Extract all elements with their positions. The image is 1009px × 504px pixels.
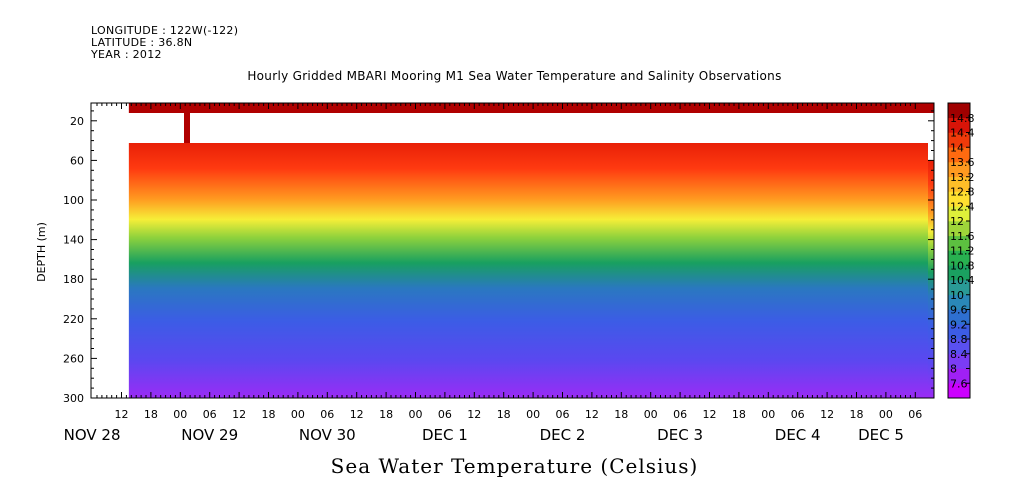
- plot-frame: [90, 102, 935, 399]
- x-hour-label: 00: [291, 408, 305, 421]
- colorbar-label: 10: [950, 289, 964, 302]
- x-hour-label: 06: [673, 408, 687, 421]
- x-hour-label: 00: [879, 408, 893, 421]
- colorbar-label: 14.4: [950, 127, 975, 140]
- x-day-label: DEC 4: [775, 426, 821, 444]
- colorbar-swatch: [948, 309, 970, 325]
- colorbar: 7.68 8.4 8.8 9.29.6 10 10.4 10.811.2 11.6 12 12.4…: [947, 102, 975, 399]
- latitude-label: LATITUDE : 36.8N: [91, 36, 193, 49]
- y-tick-label: 20: [70, 115, 84, 128]
- x-hour-label: 00: [409, 408, 423, 421]
- colorbar-label: 13.6: [950, 156, 975, 169]
- colorbar-swatch: [948, 324, 970, 340]
- chart-title: Hourly Gridded MBARI Mooring M1 Sea Wate…: [247, 69, 782, 83]
- x-hour-label: 18: [732, 408, 746, 421]
- x-hour-label: 06: [791, 408, 805, 421]
- x-hour-label: 12: [350, 408, 364, 421]
- surface-spike: [184, 103, 190, 143]
- colorbar-label: 8.4: [950, 348, 968, 361]
- x-hour-label: 12: [703, 408, 717, 421]
- x-day-label: DEC 5: [858, 426, 904, 444]
- colorbar-label: 10.8: [950, 259, 975, 272]
- colorbar-label: 8.8: [950, 333, 968, 346]
- y-tick-label: 140: [63, 234, 84, 247]
- surface-band: [128, 103, 934, 113]
- x-hour-label: 06: [320, 408, 334, 421]
- x-hour-label: 06: [438, 408, 452, 421]
- colorbar-swatch: [948, 191, 970, 207]
- year-label: YEAR : 2012: [91, 48, 162, 61]
- y-tick-label: 220: [63, 313, 84, 326]
- colorbar-swatch: [948, 339, 970, 355]
- x-hour-label: 00: [526, 408, 540, 421]
- x-hour-label: 18: [379, 408, 393, 421]
- colorbar-swatch: [948, 176, 970, 192]
- colorbar-label: 9.2: [950, 318, 968, 331]
- colorbar-label: 12: [950, 215, 964, 228]
- colorbar-label: 13.2: [950, 171, 975, 184]
- x-hour-label: 18: [144, 408, 158, 421]
- plot-area: [128, 103, 934, 398]
- colorbar-label: 12.4: [950, 200, 975, 213]
- y-tick-label: 260: [63, 352, 84, 365]
- x-hour-label: 00: [761, 408, 775, 421]
- x-hour-label: 12: [232, 408, 246, 421]
- x-day-label: NOV 29: [181, 426, 238, 444]
- x-day-label: DEC 2: [540, 426, 586, 444]
- colorbar-swatch: [948, 280, 970, 296]
- colorbar-label: 11.6: [950, 230, 975, 243]
- x-hour-label: 18: [497, 408, 511, 421]
- x-hour-label: 12: [820, 408, 834, 421]
- x-hour-label: 18: [614, 408, 628, 421]
- x-hour-label: 12: [115, 408, 129, 421]
- colorbar-swatch: [948, 294, 970, 310]
- colorbar-swatch: [948, 221, 970, 237]
- colorbar-label: 14.8: [950, 112, 975, 125]
- colorbar-label: 9.6: [950, 304, 968, 317]
- colorbar-swatch: [948, 383, 970, 399]
- x-hour-label: 18: [262, 408, 276, 421]
- temperature-field: [128, 143, 929, 398]
- colorbar-label: 10.4: [950, 274, 975, 287]
- colorbar-swatch: [948, 162, 970, 178]
- colorbar-label: 7.6: [950, 377, 968, 390]
- colorbar-swatch: [948, 353, 970, 369]
- x-hour-label: 18: [850, 408, 864, 421]
- y-axis: 20 60 100 140 180 220 260 300: [63, 110, 934, 405]
- colorbar-swatch: [948, 103, 970, 119]
- colorbar-swatch: [948, 368, 970, 384]
- colorbar-swatch: [948, 250, 970, 266]
- x-day-label: DEC 3: [657, 426, 703, 444]
- colorbar-swatch: [948, 235, 970, 251]
- y-tick-label: 300: [63, 392, 84, 405]
- longitude-label: LONGITUDE : 122W(-122): [91, 24, 239, 37]
- x-axis-label: Sea Water Temperature (Celsius): [330, 454, 699, 478]
- x-day-label: NOV 28: [64, 426, 121, 444]
- x-hour-label: 06: [556, 408, 570, 421]
- x-hour-label: 00: [173, 408, 187, 421]
- y-tick-label: 60: [70, 154, 84, 167]
- colorbar-swatch: [948, 206, 970, 222]
- x-axis: 12 18 00 06 12 18 00 06 12 18 00 06 12 18 00 06 12 18 00 06…: [64, 103, 922, 444]
- x-hour-label: 12: [585, 408, 599, 421]
- y-axis-label: DEPTH (m): [35, 222, 48, 282]
- colorbar-label: 12.8: [950, 186, 975, 199]
- y-tick-label: 180: [63, 273, 84, 286]
- colorbar-swatch: [948, 147, 970, 163]
- colorbar-label: 11.2: [950, 245, 975, 258]
- colorbar-label: 8: [950, 363, 957, 376]
- colorbar-swatch: [948, 117, 970, 133]
- x-hour-label: 06: [203, 408, 217, 421]
- x-hour-label: 12: [467, 408, 481, 421]
- x-day-label: NOV 30: [299, 426, 356, 444]
- y-tick-label: 100: [63, 194, 84, 207]
- x-hour-label: 06: [908, 408, 922, 421]
- colorbar-swatch: [948, 265, 970, 281]
- x-hour-label: 00: [644, 408, 658, 421]
- x-day-label: DEC 1: [422, 426, 468, 444]
- colorbar-swatch: [948, 132, 970, 148]
- colorbar-label: 14: [950, 141, 964, 154]
